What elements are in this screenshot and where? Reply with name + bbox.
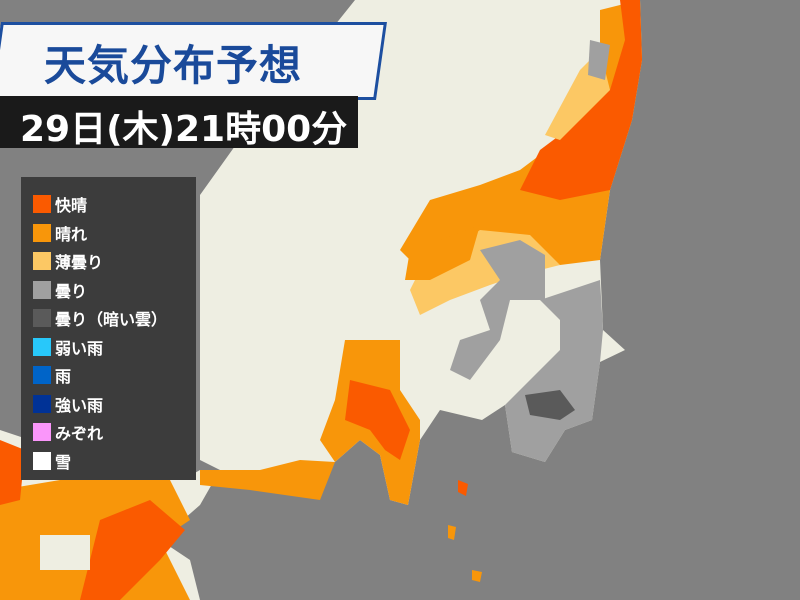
legend-label: 雪 [55, 452, 72, 472]
legend-swatch [33, 394, 51, 413]
legend-label: みぞれ [55, 424, 104, 443]
legend-swatch [33, 195, 51, 213]
legend-label: 弱い雨 [55, 338, 104, 358]
datetime-banner [0, 96, 358, 148]
legend-swatch [33, 366, 51, 384]
legend-label: 曇り [55, 281, 88, 301]
legend-swatch [33, 280, 51, 299]
legend-item: 晴れ [33, 222, 87, 244]
legend-swatch [33, 252, 51, 270]
weather-overlay [0, 0, 642, 600]
legend: 快晴晴れ薄曇り曇り曇り（暗い雲） 弱い雨雨強い雨みぞれ雪 [21, 177, 196, 480]
legend-swatch [33, 337, 51, 356]
legend-label: 曇り（暗い雲） [55, 310, 168, 329]
land-main [0, 0, 642, 600]
legend-label: 雨 [55, 367, 72, 386]
page-title: 天気分布予想 [44, 41, 303, 90]
legend-item: 曇り [33, 279, 87, 301]
legend-label: 晴れ [55, 224, 88, 244]
legend-item: 雪 [33, 450, 71, 472]
legend-item: 曇り（暗い雲） [33, 307, 167, 329]
legend-swatch [33, 423, 51, 441]
legend-swatch [33, 309, 51, 327]
legend-item: 薄曇り [33, 250, 103, 272]
legend-item: みぞれ [33, 421, 103, 443]
legend-item: 雨 [33, 364, 71, 386]
legend-item: 弱い雨 [33, 336, 103, 358]
legend-label: 薄曇り [55, 253, 104, 272]
legend-label: 強い雨 [55, 395, 104, 415]
legend-item: 強い雨 [33, 393, 103, 415]
legend-swatch [33, 451, 51, 470]
legend-label: 快晴 [55, 196, 88, 215]
legend-item: 快晴 [33, 193, 87, 215]
legend-swatch [33, 223, 51, 242]
forecast-datetime: 29日(木)21時00分 [20, 109, 348, 150]
